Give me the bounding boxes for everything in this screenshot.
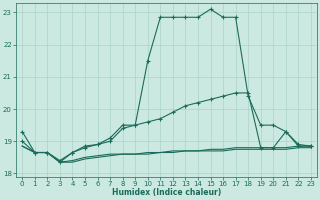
X-axis label: Humidex (Indice chaleur): Humidex (Indice chaleur) — [112, 188, 221, 197]
